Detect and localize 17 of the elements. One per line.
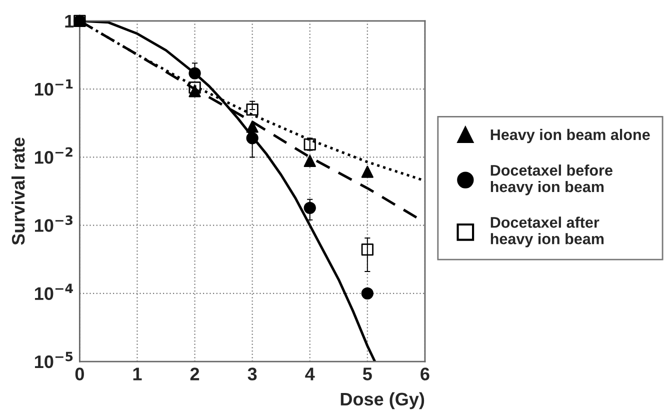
x-tick-label: 5 bbox=[362, 368, 372, 380]
x-tick-label: 2 bbox=[190, 368, 200, 380]
x-tick-label: 0 bbox=[75, 368, 84, 380]
x-axis-title: Dose (Gy) bbox=[340, 392, 424, 410]
legend-label: Docetaxel before heavy ion beam bbox=[490, 164, 612, 196]
legend-label: Docetaxel after heavy ion beam bbox=[490, 216, 604, 248]
legend-label: Heavy ion beam alone bbox=[490, 128, 650, 144]
x-tick-label: 3 bbox=[248, 368, 257, 380]
y-tick-label: 10$^{−2}$ bbox=[34, 147, 72, 164]
y-axis-title: Survival rate bbox=[11, 138, 25, 245]
y-tick-label: 10$^{−4}$ bbox=[34, 284, 73, 300]
y-tick-label: 10$^{−1}$ bbox=[34, 79, 73, 96]
y-tick-label: 10$^{−3}$ bbox=[34, 215, 72, 232]
x-tick-label: 6 bbox=[420, 368, 430, 380]
x-tick-label: 1 bbox=[133, 368, 142, 380]
y-tick-label: 10$^{−5}$ bbox=[34, 352, 73, 368]
x-tick-label: 4 bbox=[305, 368, 315, 380]
